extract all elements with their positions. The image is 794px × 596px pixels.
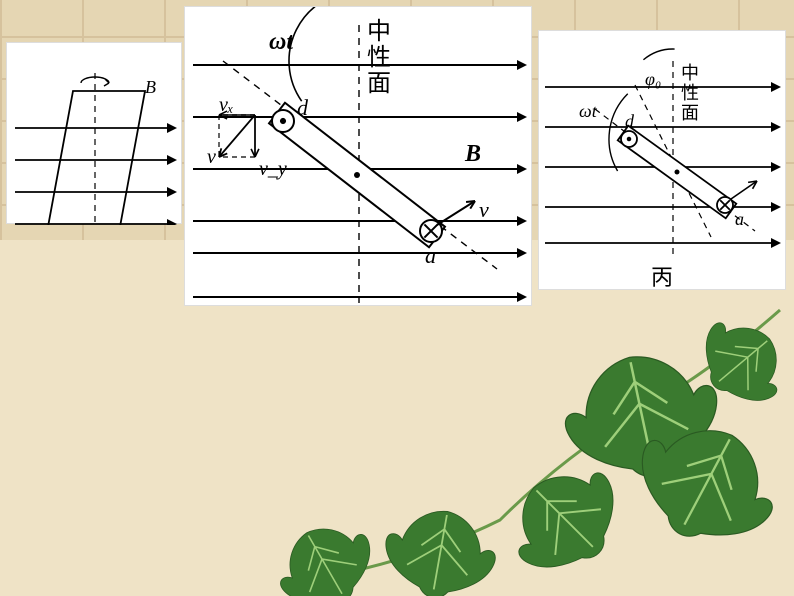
diagram-panel-2: daBvvₓv_yvωt中性面 <box>184 6 532 306</box>
svg-text:面: 面 <box>681 103 699 123</box>
svg-text:vₓ: vₓ <box>219 94 234 116</box>
svg-text:性: 性 <box>367 44 391 71</box>
diagram-1-svg: B <box>7 43 183 225</box>
svg-text:φ₀: φ₀ <box>645 69 661 89</box>
diagram-3-svg: d a φ₀ ωt 中性面丙 <box>539 31 787 291</box>
svg-text:ωt: ωt <box>269 29 294 55</box>
svg-text:d: d <box>297 95 309 120</box>
svg-text:a: a <box>425 243 436 268</box>
diagram-2-svg: daBvvₓv_yvωt中性面 <box>185 7 533 307</box>
svg-text:a: a <box>735 209 744 229</box>
svg-text:B: B <box>464 141 481 167</box>
svg-text:丙: 丙 <box>651 265 673 290</box>
svg-text:中: 中 <box>367 18 391 45</box>
svg-text:性: 性 <box>681 83 699 103</box>
diagram-panel-3: d a φ₀ ωt 中性面丙 <box>538 30 786 290</box>
diagram-panel-1: B <box>6 42 182 224</box>
svg-text:v: v <box>207 146 216 168</box>
svg-text:d: d <box>625 111 635 131</box>
svg-text:v_y: v_y <box>259 158 287 180</box>
svg-text:中: 中 <box>681 63 699 83</box>
svg-text:ωt: ωt <box>579 101 598 121</box>
svg-text:面: 面 <box>367 71 391 97</box>
svg-text:B: B <box>145 77 156 97</box>
svg-text:v: v <box>479 197 489 222</box>
